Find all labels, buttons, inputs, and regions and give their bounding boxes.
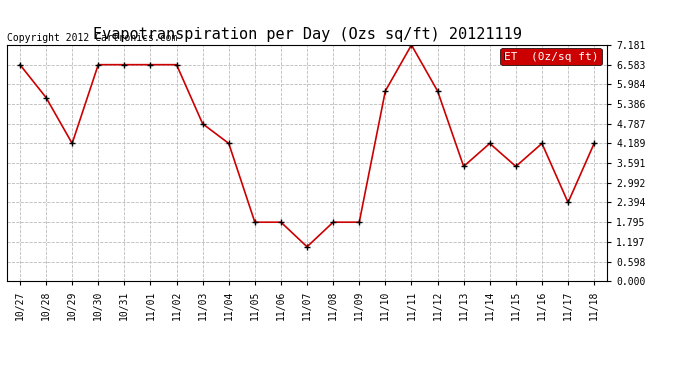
Text: Copyright 2012 Cartronics.com: Copyright 2012 Cartronics.com — [7, 33, 177, 43]
Title: Evapotranspiration per Day (Ozs sq/ft) 20121119: Evapotranspiration per Day (Ozs sq/ft) 2… — [92, 27, 522, 42]
Legend: ET  (0z/sq ft): ET (0z/sq ft) — [500, 48, 602, 65]
